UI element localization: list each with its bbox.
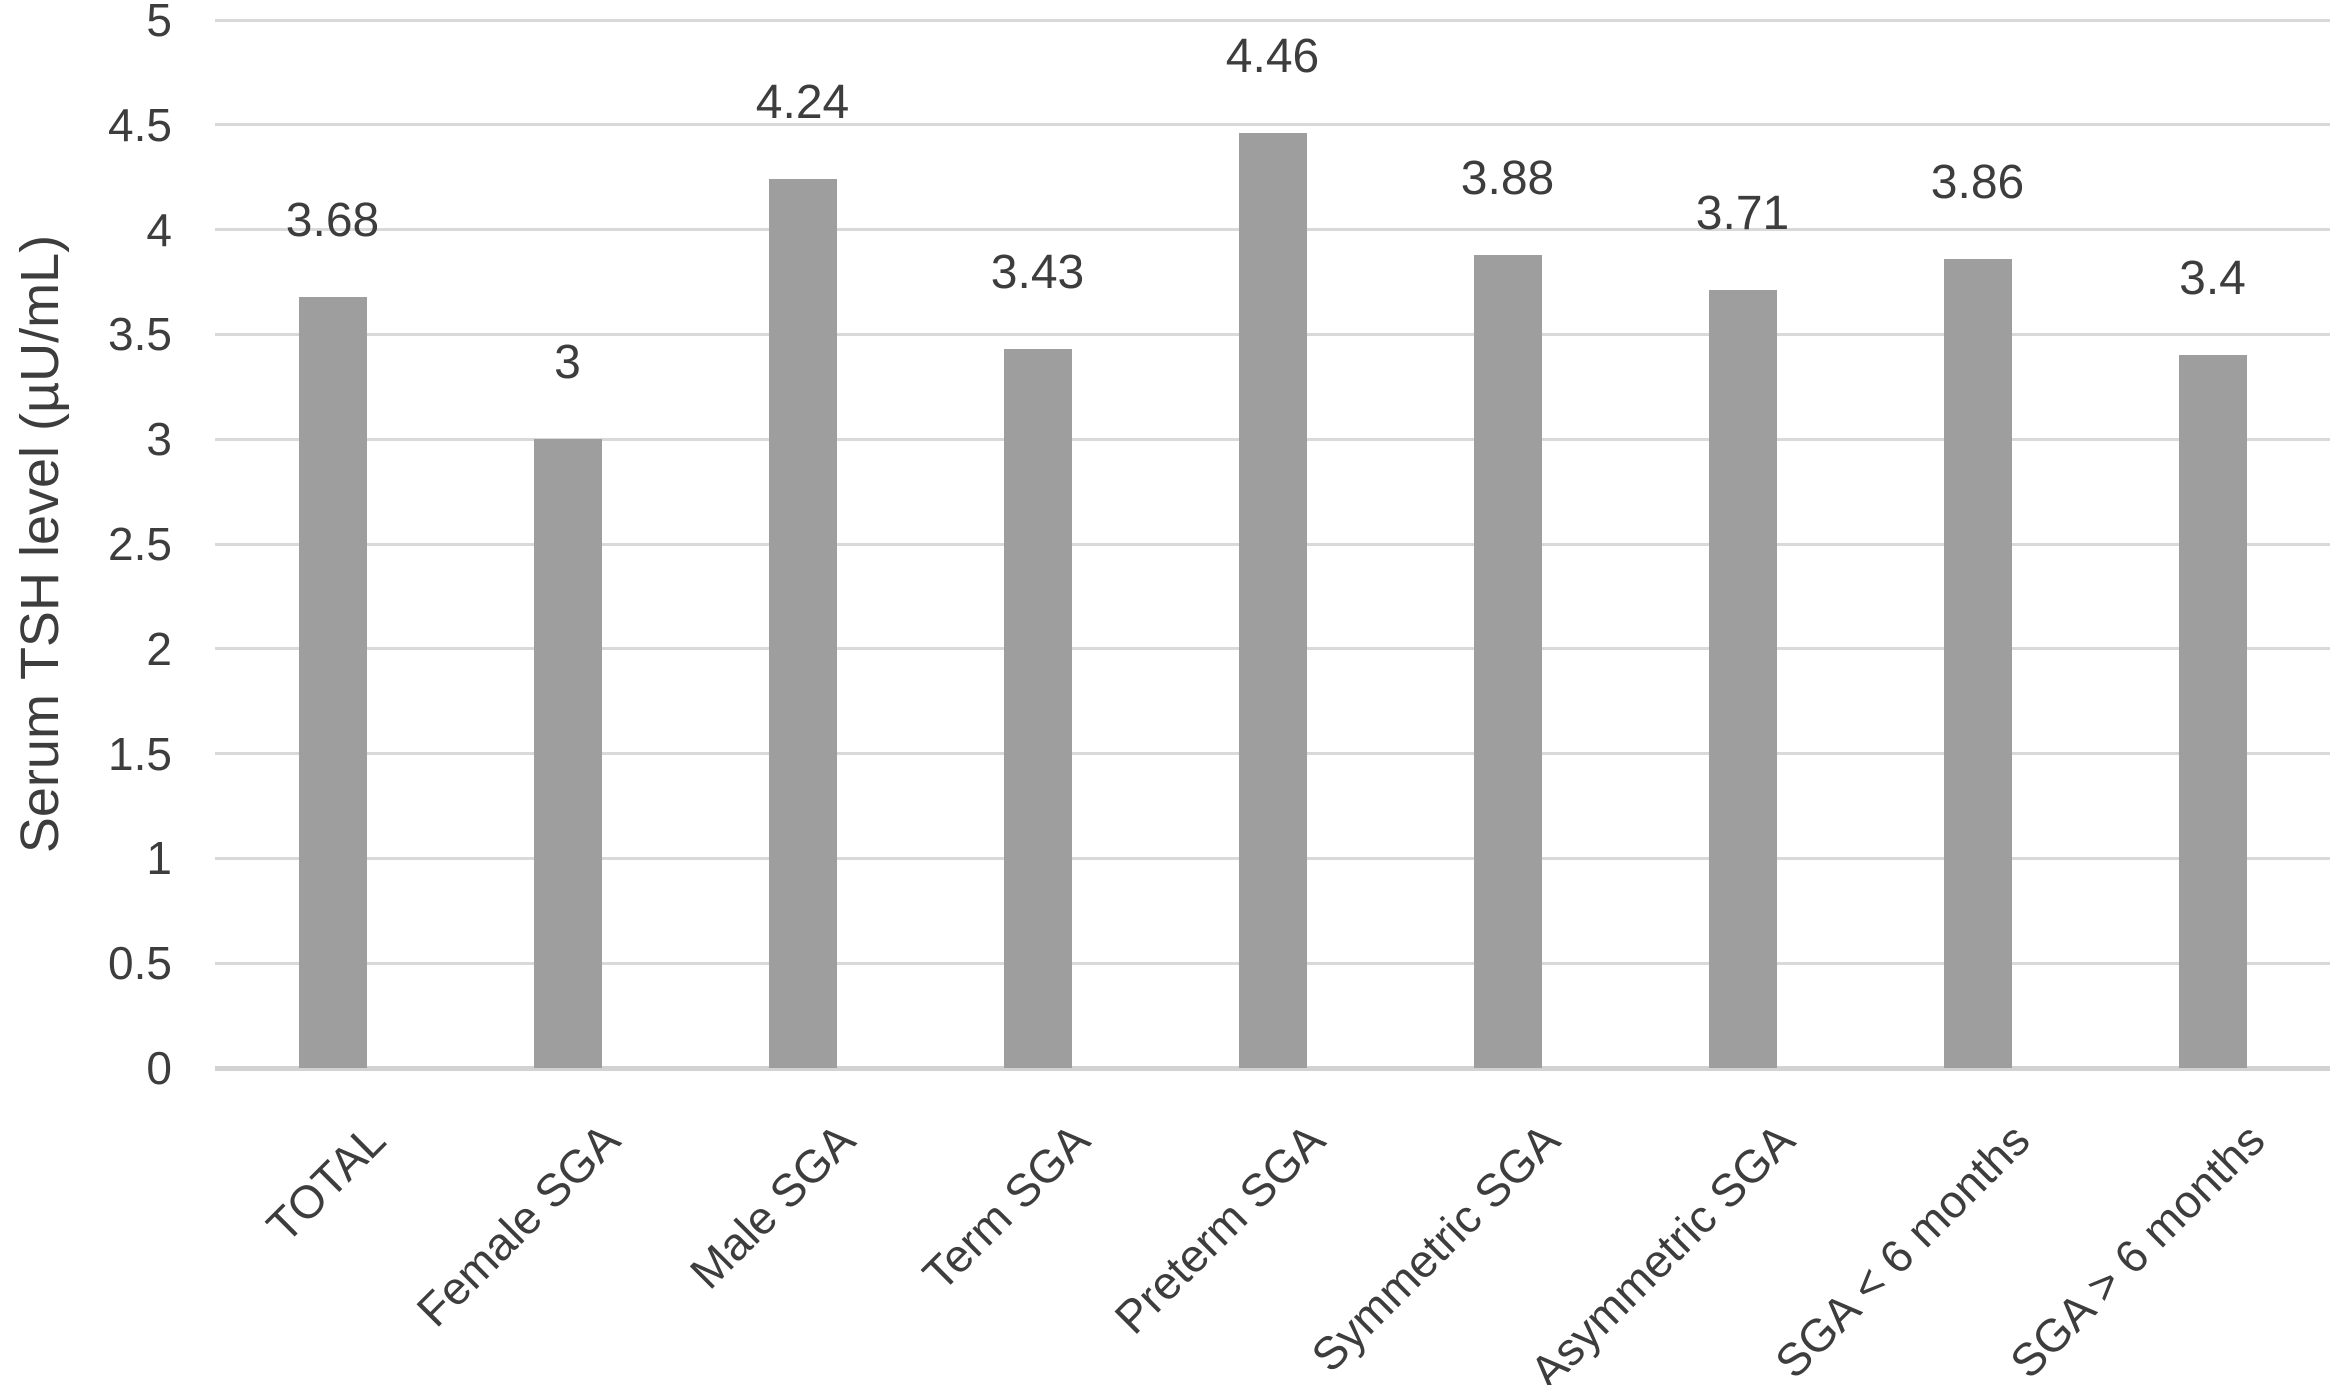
x-category-label: Male SGA	[679, 1113, 865, 1299]
gridline	[215, 1066, 2330, 1071]
bar-value-label: 3.71	[1695, 187, 1790, 241]
x-category-label: SGA < 6 months	[1765, 1113, 2040, 1385]
y-tick-label: 1	[146, 832, 172, 885]
y-tick-label: 2.5	[108, 518, 172, 570]
bar-value-label: 4.24	[755, 76, 850, 130]
y-tick-label: 0.5	[108, 937, 172, 990]
bar	[1238, 133, 1307, 1068]
bar	[1943, 258, 2012, 1068]
bar-value-label: 3.43	[990, 246, 1085, 300]
bar	[1708, 290, 1777, 1068]
y-tick-label: 3.5	[108, 308, 172, 361]
y-tick-label: 4.5	[108, 98, 172, 151]
bar-value-label: 3.86	[1930, 155, 2025, 209]
bar-value-label: 4.46	[1225, 30, 1320, 84]
x-category-label: Term SGA	[912, 1113, 1100, 1301]
bar-value-label: 3.68	[285, 193, 380, 247]
bar	[2178, 355, 2247, 1068]
bar-value-label: 3.88	[1460, 151, 1555, 205]
bar	[298, 296, 367, 1068]
bar-value-label: 3	[554, 336, 581, 390]
y-tick-label: 0	[146, 1042, 172, 1094]
bar	[1003, 349, 1072, 1068]
y-tick-label: 4	[146, 203, 172, 256]
y-tick-label: 1.5	[108, 727, 172, 780]
gridline	[215, 18, 2330, 22]
bar	[1473, 254, 1542, 1068]
gridline	[215, 123, 2330, 127]
x-category-label: TOTAL	[256, 1113, 395, 1253]
x-category-label: SGA > 6 months	[2000, 1113, 2275, 1385]
bar	[768, 179, 837, 1068]
x-category-label: Symmetric SGA	[1301, 1113, 1570, 1382]
bar-value-label: 3.4	[2179, 252, 2246, 306]
y-tick-label: 2	[146, 622, 172, 675]
y-tick-label: 5	[146, 0, 172, 46]
x-category-label: Female SGA	[406, 1113, 630, 1337]
bar	[533, 439, 602, 1068]
y-tick-label: 3	[146, 413, 172, 466]
x-category-label: Preterm SGA	[1104, 1113, 1335, 1344]
